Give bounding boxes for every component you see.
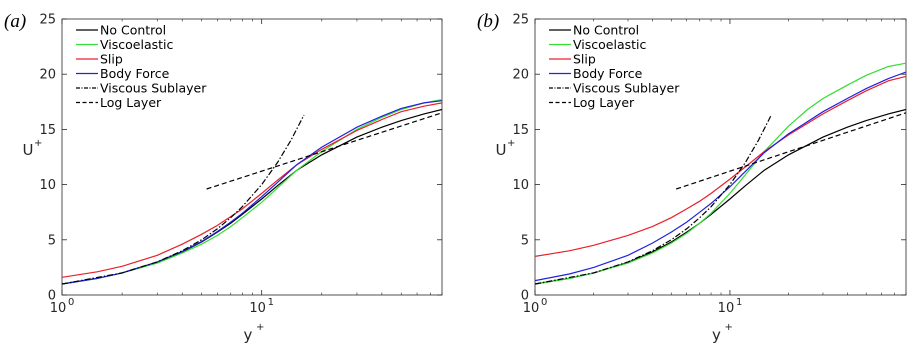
y-axis-label-sup: + <box>34 138 42 149</box>
series-line-viscoelastic <box>62 99 442 285</box>
x-tick-label: 10 <box>523 301 540 316</box>
y-axis-label-sup: + <box>507 138 515 149</box>
y-tick-label: 15 <box>512 123 529 138</box>
legend-label: Viscoelastic <box>100 37 173 52</box>
series-line-no-control <box>62 108 442 285</box>
legend-label: Slip <box>100 52 123 67</box>
y-axis-label: U <box>496 141 507 159</box>
y-tick-label: 0 <box>521 289 529 304</box>
panel-label: (b) <box>477 11 499 32</box>
y-tick-label: 20 <box>512 68 529 83</box>
y-tick-label: 25 <box>512 13 529 28</box>
x-axis-label: y <box>712 326 721 344</box>
y-tick-label: 5 <box>521 233 529 248</box>
series-line-viscous-sublayer <box>535 114 772 285</box>
plot-frame <box>61 18 443 296</box>
x-tick-exponent: 1 <box>736 297 742 308</box>
x-tick-label: 10 <box>50 301 67 316</box>
series-line-body-force <box>62 100 442 285</box>
x-tick-exponent: 0 <box>541 297 547 308</box>
y-tick-label: 10 <box>39 178 56 193</box>
series-line-viscoelastic <box>535 62 906 285</box>
series-line-slip <box>62 102 442 278</box>
x-tick-label: 10 <box>718 301 735 316</box>
x-tick-exponent: 1 <box>268 297 274 308</box>
legend-label: No Control <box>573 23 639 38</box>
legend-label: Body Force <box>100 66 170 81</box>
series-line-log-layer <box>206 112 442 190</box>
y-tick-label: 10 <box>512 178 529 193</box>
series-line-slip <box>535 75 906 257</box>
x-tick-label: 10 <box>249 301 266 316</box>
series-line-viscous-sublayer <box>62 114 305 285</box>
x-tick-exponent: 0 <box>68 297 74 308</box>
y-tick-label: 20 <box>39 68 56 83</box>
y-axis-label: U <box>23 141 34 159</box>
y-tick-label: 25 <box>39 13 56 28</box>
legend-label: Log Layer <box>100 95 162 110</box>
legend-label: Viscous Sublayer <box>573 81 680 96</box>
y-tick-label: 0 <box>48 289 56 304</box>
y-tick-label: 5 <box>48 233 56 248</box>
legend-label: Log Layer <box>573 95 635 110</box>
y-tick-label: 15 <box>39 123 56 138</box>
plot-frame <box>534 18 907 296</box>
series-line-log-layer <box>676 112 906 190</box>
series-line-no-control <box>535 108 906 285</box>
panel-label: (a) <box>4 11 26 32</box>
legend-label: Slip <box>573 52 596 67</box>
legend-label: No Control <box>100 23 166 38</box>
legend-label: Viscous Sublayer <box>100 81 207 96</box>
x-axis-label: y <box>244 326 253 344</box>
x-axis-label-sup: + <box>256 322 264 333</box>
legend-label: Body Force <box>573 66 643 81</box>
x-axis-label-sup: + <box>725 322 733 333</box>
legend-label: Viscoelastic <box>573 37 646 52</box>
